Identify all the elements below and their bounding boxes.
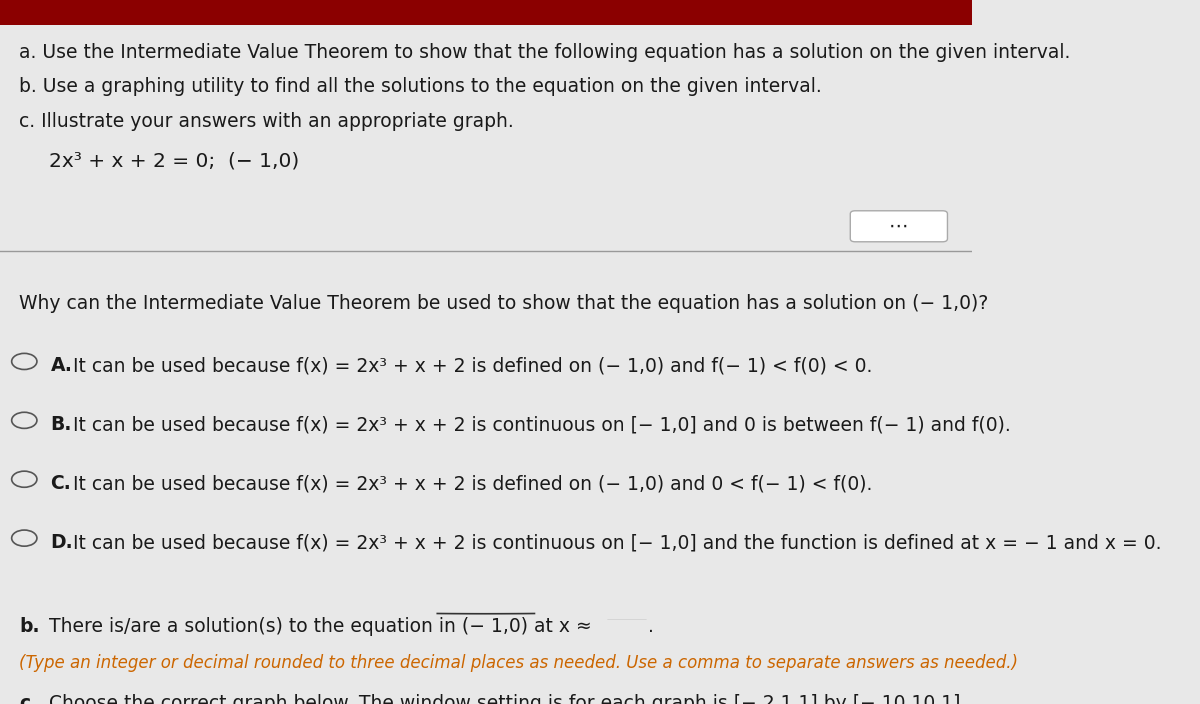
FancyBboxPatch shape (851, 210, 948, 241)
Text: It can be used because f(x) = 2x³ + x + 2 is defined on (− 1,0) and f(− 1) < f(0: It can be used because f(x) = 2x³ + x + … (73, 356, 872, 375)
Text: (Type an integer or decimal rounded to three decimal places as needed. Use a com: (Type an integer or decimal rounded to t… (19, 654, 1019, 672)
Text: Why can the Intermediate Value Theorem be used to show that the equation has a s: Why can the Intermediate Value Theorem b… (19, 294, 989, 313)
Text: ⋯: ⋯ (889, 217, 908, 236)
FancyBboxPatch shape (0, 0, 972, 25)
Text: D.: D. (50, 533, 73, 552)
Text: a. Use the Intermediate Value Theorem to show that the following equation has a : a. Use the Intermediate Value Theorem to… (19, 44, 1070, 63)
Text: It can be used because f(x) = 2x³ + x + 2 is defined on (− 1,0) and 0 < f(− 1) <: It can be used because f(x) = 2x³ + x + … (73, 474, 872, 494)
Text: It can be used because f(x) = 2x³ + x + 2 is continuous on [− 1,0] and the funct: It can be used because f(x) = 2x³ + x + … (73, 533, 1162, 552)
Text: 2x³ + x + 2 = 0;  (− 1,0): 2x³ + x + 2 = 0; (− 1,0) (48, 152, 299, 171)
Text: .: . (648, 617, 654, 636)
Text: c.: c. (19, 694, 37, 704)
Text: It can be used because f(x) = 2x³ + x + 2 is continuous on [− 1,0] and 0 is betw: It can be used because f(x) = 2x³ + x + … (73, 415, 1010, 434)
Text: C.: C. (50, 474, 71, 494)
Text: Choose the correct graph below. The window setting is for each graph is [− 2,1,1: Choose the correct graph below. The wind… (43, 694, 966, 704)
Text: b.: b. (19, 617, 40, 636)
Text: A.: A. (50, 356, 72, 375)
Text: c. Illustrate your answers with an appropriate graph.: c. Illustrate your answers with an appro… (19, 112, 514, 130)
Text: B.: B. (50, 415, 72, 434)
FancyBboxPatch shape (607, 620, 647, 643)
Text: There is/are a solution(s) to the equation in (− 1,0) at x ≈: There is/are a solution(s) to the equati… (43, 617, 592, 636)
Text: b. Use a graphing utility to find all the solutions to the equation on the given: b. Use a graphing utility to find all th… (19, 77, 822, 96)
